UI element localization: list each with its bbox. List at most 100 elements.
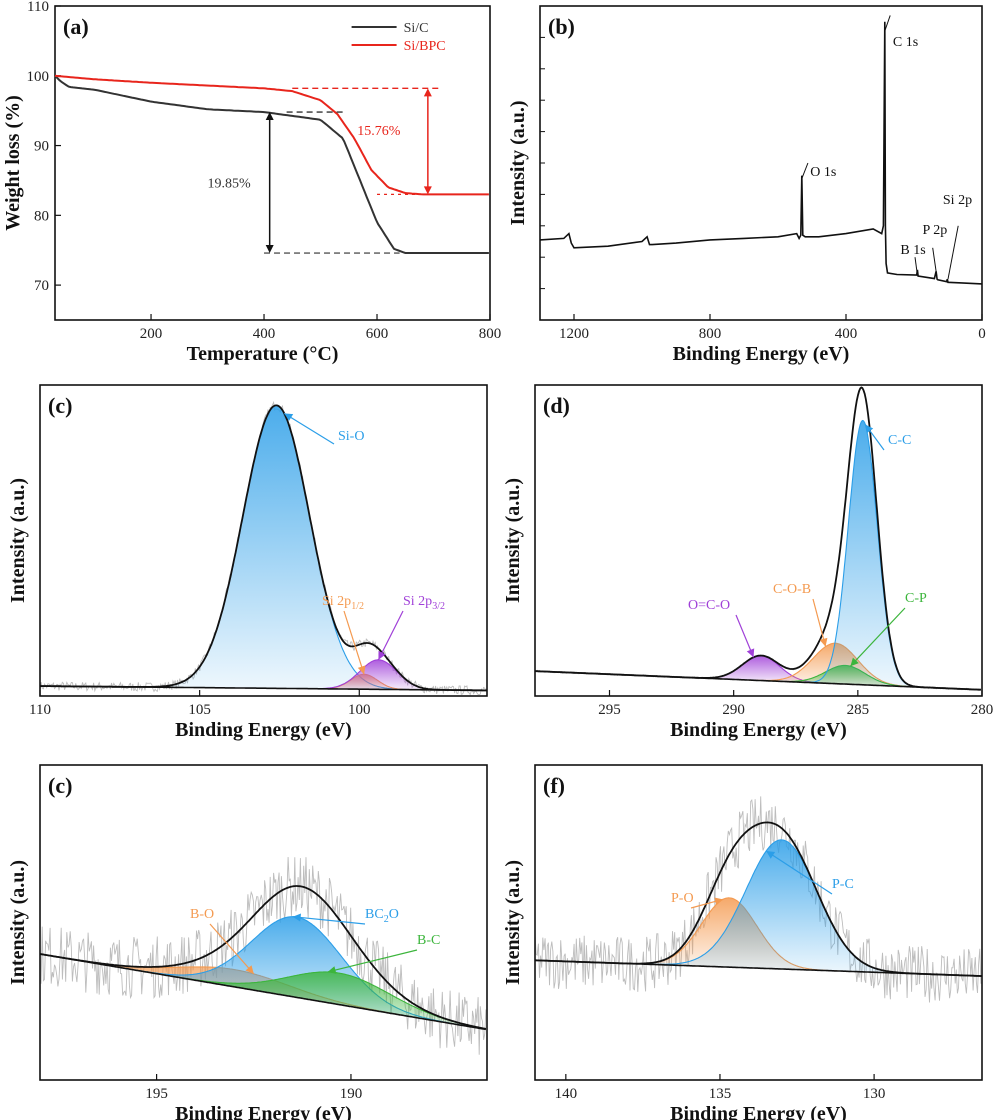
peak-label-name: Si 2p	[403, 594, 432, 609]
y-axis-title-e: Intensity (a.u.)	[7, 860, 29, 985]
arrowhead-d-1	[746, 648, 755, 658]
peak-label-b1s: B 1s	[900, 243, 925, 258]
peak-label-e-1: BC2O	[365, 907, 399, 925]
peak-label-tail: O	[389, 907, 399, 922]
panel-label-d: (d)	[543, 393, 570, 418]
y-axis-title-f: Intensity (a.u.)	[502, 860, 524, 985]
y-tick-label-a: 100	[27, 69, 50, 85]
arrowhead-d-2	[819, 637, 828, 647]
y-axis-title-a: Weight loss (%)	[2, 95, 24, 231]
component-area-d-3	[805, 420, 920, 688]
peak-label-subscript: 1/2	[351, 601, 364, 612]
x-tick-label-a: 800	[479, 326, 502, 342]
arrowhead-e-1	[292, 913, 301, 922]
x-axis-title-f: Binding Energy (eV)	[670, 1103, 847, 1120]
x-tick-label-c: 100	[348, 702, 371, 718]
peak-label-c-1: Si 2p1/2	[322, 594, 364, 612]
peak-label-e-2: B-C	[417, 933, 440, 948]
arrowhead-e-0	[245, 965, 254, 974]
arrowhead-f-1	[766, 850, 776, 859]
peak-label-f-0: P-O	[671, 891, 694, 906]
x-axis-title-a: Temperature (°C)	[187, 343, 339, 365]
peak-label-name: Si-O	[338, 429, 364, 444]
peak-label-name: C-P	[905, 591, 927, 606]
panel-f: 140 135 130 Binding Energy (eV) Intensity (a…	[502, 764, 983, 1120]
x-tick-label-b: 1200	[559, 326, 589, 342]
peak-label-d-0: C-C	[888, 433, 911, 448]
raw-data-line-e	[39, 856, 487, 1055]
x-axis-title-d: Binding Energy (eV)	[670, 719, 847, 741]
peak-label-subscript: 3/2	[432, 601, 445, 612]
peak-label-name: P-C	[832, 877, 854, 892]
component-area-c-0	[142, 405, 410, 690]
x-axis-title-c: Binding Energy (eV)	[175, 719, 352, 741]
leader-c-2	[377, 610, 404, 661]
leader-c-1	[343, 610, 365, 675]
peak-label-name: B-O	[190, 907, 214, 922]
peak-label-subscript: 2	[384, 914, 389, 925]
peak-label-name: Si 2p	[322, 594, 351, 609]
x-tick-label-d: 280	[971, 702, 994, 718]
fit-envelope-line-f	[535, 821, 982, 977]
leader-b1s	[914, 257, 918, 276]
arrowhead-c-1	[357, 665, 366, 675]
x-tick-label-b: 0	[978, 326, 986, 342]
peak-label-d-3: C-P	[905, 591, 927, 606]
peak-label-name: O=C-O	[688, 598, 730, 613]
peak-label-o1s: O 1s	[810, 165, 836, 180]
peak-label-name: C-C	[888, 433, 911, 448]
y-tick-label-a: 80	[34, 208, 49, 224]
series-line-si-c	[54, 75, 489, 254]
panel-d: 295 290 285 280 Binding Energy (eV) Intensity…	[502, 384, 994, 741]
component-area-f-1	[640, 839, 923, 974]
x-tick-label-c: 105	[188, 702, 211, 718]
y-tick-label-a: 90	[34, 139, 49, 155]
panel-b: 1200 800 400 0 Binding Energy (eV) Intensity …	[507, 5, 986, 365]
component-area-e-1	[118, 916, 475, 1028]
peak-label-d-2: C-O-B	[773, 582, 811, 597]
leader-si2p	[947, 225, 959, 280]
y-tick-label-a: 70	[34, 278, 49, 294]
x-tick-label-b: 400	[835, 326, 858, 342]
arrow-sibpc-head-down	[423, 186, 432, 195]
panel-label-c: (c)	[48, 393, 72, 418]
annotation-sic-loss: 19.85%	[208, 176, 252, 191]
leader-e-1	[292, 916, 366, 925]
x-tick-label-c: 110	[29, 702, 51, 718]
peak-label-name: B-C	[417, 933, 440, 948]
plot-frame-a	[54, 5, 491, 321]
leader-e-2	[327, 949, 418, 973]
x-tick-label-e: 190	[340, 1086, 363, 1102]
peak-label-c-0: Si-O	[338, 429, 364, 444]
panel-label-a: (a)	[63, 14, 89, 39]
x-tick-label-b: 800	[699, 326, 722, 342]
leader-p2p	[932, 247, 938, 277]
fit-envelope-line-d	[534, 386, 981, 691]
y-axis-title-d: Intensity (a.u.)	[502, 478, 524, 603]
leader-e-0	[209, 923, 255, 975]
plot-frame-c	[39, 384, 488, 697]
x-tick-label-e: 195	[145, 1086, 168, 1102]
fit-envelope-line-c	[39, 404, 487, 692]
x-tick-label-a: 200	[140, 326, 163, 342]
fit-envelope-line-e	[39, 885, 487, 1030]
legend-label-0: Si/C	[404, 21, 429, 36]
component-area-c-2	[304, 659, 453, 691]
leader-o1s	[801, 162, 809, 179]
legend-label-1: Si/BPC	[404, 39, 446, 54]
plot-frame-b	[539, 5, 983, 321]
x-tick-label-a: 600	[366, 326, 389, 342]
plot-frame-d	[534, 384, 983, 697]
arrow-sibpc-head-up	[423, 88, 432, 97]
x-tick-label-f: 135	[709, 1086, 732, 1102]
x-tick-label-f: 140	[555, 1086, 578, 1102]
arrowhead-c-0	[284, 413, 294, 421]
x-tick-label-f: 130	[863, 1086, 886, 1102]
arrowhead-d-3	[850, 657, 859, 667]
plot-frame-f	[534, 764, 983, 1081]
x-axis-title-e: Binding Energy (eV)	[175, 1103, 352, 1120]
leader-d-2	[812, 598, 827, 647]
